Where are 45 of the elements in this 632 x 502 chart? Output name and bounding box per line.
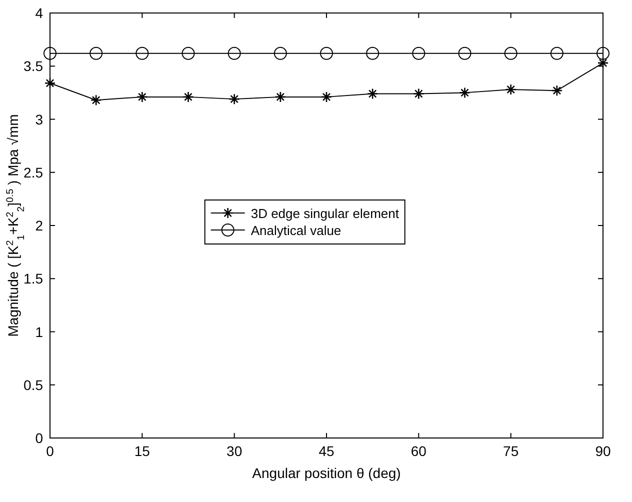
x-tick-label: 45 [318, 443, 334, 459]
y-tick-label: 2.5 [24, 164, 44, 180]
point [274, 91, 286, 103]
point [597, 57, 609, 69]
point [136, 46, 149, 60]
point [505, 84, 516, 96]
point [228, 93, 240, 105]
point [550, 46, 564, 60]
point [136, 91, 148, 103]
point [458, 46, 472, 60]
point [412, 46, 426, 60]
y-tick-label: 0 [35, 430, 44, 446]
point [320, 46, 333, 60]
point [228, 46, 241, 60]
point [90, 46, 103, 60]
x-tick-label: 60 [410, 443, 427, 459]
point [44, 77, 56, 89]
y-tick-label: 3.5 [24, 58, 44, 74]
x-axis-title: Angular position θ (deg) [252, 465, 401, 481]
legend-label: Analytical value [250, 223, 342, 238]
point [274, 46, 287, 60]
point [182, 91, 194, 103]
y-tick-label: 3 [35, 111, 44, 128]
point [90, 94, 102, 106]
point [320, 91, 332, 103]
y-tick-label: 0.5 [24, 376, 44, 393]
point [413, 88, 424, 100]
x-tick-label: 0 [46, 443, 54, 459]
legend-label: 3D edge singular element [250, 206, 400, 221]
point [596, 46, 610, 60]
point [182, 46, 195, 60]
y-tick-label: 2 [35, 218, 44, 234]
x-tick-label: 90 [595, 443, 611, 459]
point [504, 46, 518, 60]
x-tick-label: 15 [134, 443, 150, 459]
point [366, 88, 378, 100]
y-tick-label: 1 [35, 324, 44, 340]
x-tick-label: 75 [503, 443, 519, 459]
x-tick-label: 30 [226, 443, 242, 459]
point [44, 46, 56, 60]
point [366, 46, 380, 60]
y-tick-label: 1.5 [24, 270, 44, 287]
point [551, 84, 563, 96]
point [459, 87, 470, 98]
y-tick-label: 4 [35, 5, 44, 21]
